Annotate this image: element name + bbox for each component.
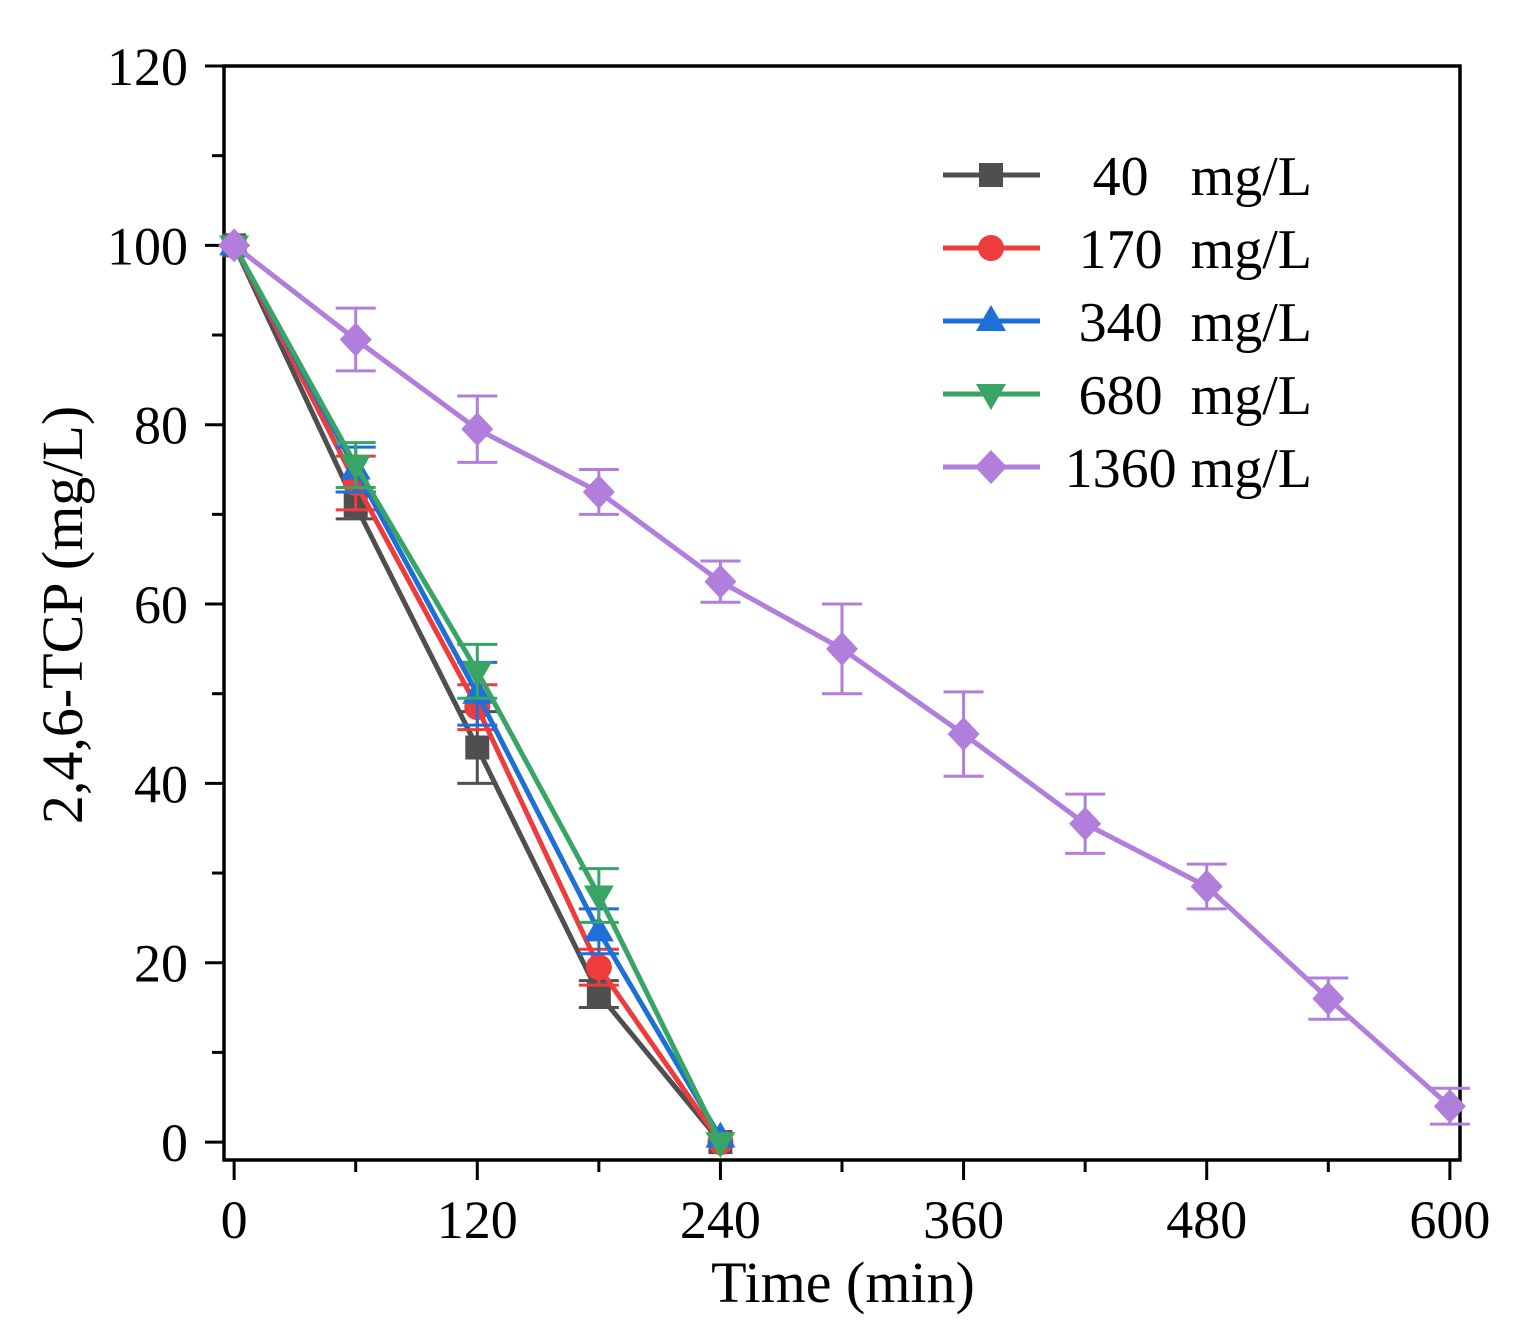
x-tick-label: 600 [1409,1190,1490,1250]
x-tick-label: 120 [437,1190,518,1250]
legend-entry: 170 mg/L [943,219,1312,281]
x-tick-label: 480 [1166,1190,1247,1250]
legend-label: 40 mg/L [1093,146,1312,208]
series-340-mg-l-marker [583,915,614,942]
series-1360-mg-l-marker [826,631,858,666]
x-axis-title: Time (min) [711,1250,975,1315]
legend-marker [976,305,1006,331]
legend-marker [978,235,1004,261]
series-680-mg-l-marker [705,1132,736,1159]
series-1360-mg-l-marker [461,412,494,447]
legend-label: 340 mg/L [1079,292,1312,354]
series-1360-mg-l-marker [1433,1089,1466,1124]
legend-label: 170 mg/L [1079,219,1312,281]
y-tick-label: 60 [134,575,188,635]
series-1360-mg-l-marker [582,474,615,509]
series-1360-mg-l-marker [1190,869,1223,904]
series-1360-mg-l-marker [1069,806,1102,841]
legend-entry: 1360 mg/L [943,438,1312,500]
y-tick-label: 80 [134,396,188,456]
legend-entry: 680 mg/L [943,365,1312,427]
x-tick-label: 360 [923,1190,1004,1250]
x-tick-label: 240 [680,1190,761,1250]
series-170-mg-l-marker [585,954,612,981]
y-tick-label: 100 [107,216,188,276]
series-680-mg-l-marker [340,455,371,482]
legend-entry: 340 mg/L [943,292,1312,354]
series-1360-mg-l-marker [339,322,372,357]
axis-ticks: 0 120 240 360 480 600 0 20 40 60 80 100 120 [107,37,1490,1250]
y-axis-title: 2,4,6-TCP (mg/L) [30,406,95,824]
y-tick-label: 40 [134,754,188,814]
legend-marker [975,450,1007,484]
series-680-mg-l-marker [462,661,493,688]
y-tick-label: 20 [134,934,188,994]
legend-marker [976,384,1006,410]
series-1360-mg-l-marker [947,717,980,752]
legend-label: 680 mg/L [1079,365,1312,427]
series-680-mg-l-marker [583,885,614,912]
legend-entry: 40 mg/L [943,146,1312,208]
data-series [218,228,1470,1159]
legend-marker [979,163,1003,187]
series-1360-mg-l-marker [704,564,737,599]
y-tick-label: 120 [107,37,188,97]
y-tick-label: 0 [161,1113,188,1173]
series-1360-mg-l-marker [218,228,251,263]
legend-label: 1360 mg/L [1065,438,1312,500]
series-40-mg-l-marker [465,735,490,760]
series-1360-mg-l [218,228,1470,1126]
legend: 40 mg/L 170 mg/L 340 mg/L 680 mg/L 1360 mg/L [943,146,1312,500]
x-tick-label: 0 [221,1190,248,1250]
series-1360-mg-l-marker [1312,981,1345,1016]
